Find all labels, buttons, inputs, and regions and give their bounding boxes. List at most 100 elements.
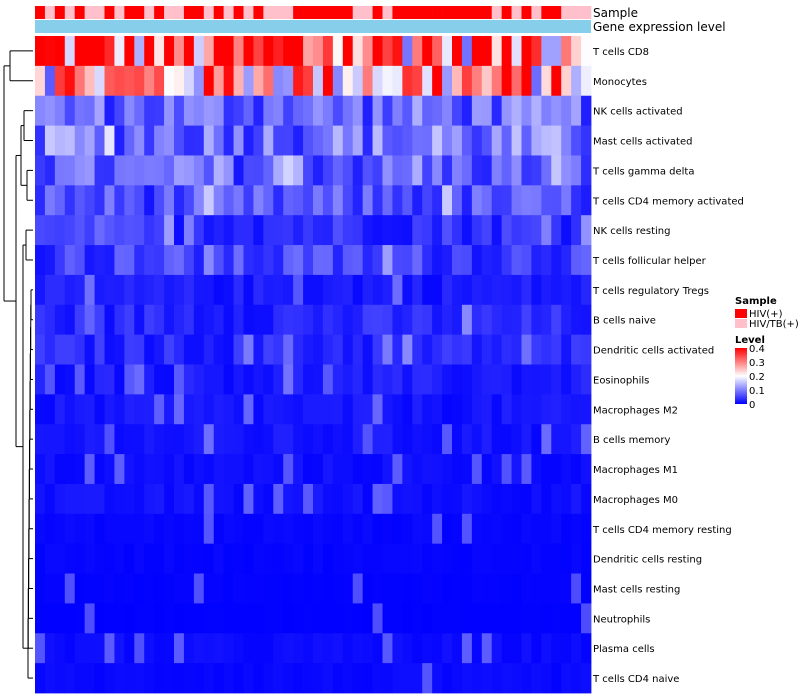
heatmap-cell	[283, 155, 294, 186]
heatmap-cell	[412, 245, 423, 276]
heatmap-cell	[134, 394, 145, 425]
heatmap-cell	[74, 304, 86, 336]
heatmap-cell	[104, 334, 115, 365]
heatmap-cell	[154, 65, 165, 97]
heatmap-cell	[561, 274, 572, 306]
heatmap-cell	[183, 573, 195, 604]
heatmap-cell	[303, 483, 314, 515]
heatmap-cell	[104, 155, 115, 186]
heatmap-cell	[174, 215, 185, 246]
heatmap-cell	[283, 394, 294, 425]
sample-annotation-cell	[243, 6, 254, 19]
heatmap-cell	[303, 185, 314, 216]
heatmap-cell	[74, 185, 86, 216]
heatmap-cell	[551, 603, 562, 634]
heatmap-cell	[412, 364, 423, 395]
row-label: Mast cells resting	[593, 584, 680, 595]
heatmap-cell	[561, 304, 572, 336]
heatmap-cell	[471, 663, 483, 694]
heatmap-cell	[322, 245, 334, 276]
heatmap-cell	[134, 155, 145, 186]
heatmap-cell	[432, 394, 443, 425]
heatmap-cell	[452, 185, 463, 216]
heatmap-cell	[74, 65, 86, 97]
heatmap-cell	[54, 483, 66, 515]
heatmap-cell	[322, 394, 334, 425]
heatmap-cell	[442, 573, 453, 604]
heatmap-cell	[233, 155, 244, 186]
heatmap-cell	[213, 394, 225, 425]
heatmap-cell	[263, 334, 274, 365]
heatmap-cell	[233, 483, 244, 515]
heatmap-cell	[471, 274, 483, 306]
heatmap-cell	[74, 334, 86, 365]
heatmap-cell	[571, 633, 582, 664]
heatmap-cell	[114, 334, 125, 365]
heatmap-cell	[54, 454, 66, 485]
heatmap-cell	[581, 36, 592, 67]
heatmap-cell	[193, 663, 205, 694]
heatmap-cell	[74, 215, 86, 246]
heatmap-cell	[243, 364, 254, 395]
heatmap-cell	[54, 304, 66, 336]
heatmap-cell	[461, 663, 473, 694]
heatmap-cell	[551, 274, 562, 306]
heatmap-cell	[183, 394, 195, 425]
heatmap-cell	[253, 603, 264, 634]
heatmap-cell	[561, 155, 572, 186]
heatmap-cell	[233, 215, 244, 246]
heatmap-cell	[452, 215, 463, 246]
heatmap-cell	[54, 95, 66, 126]
heatmap-cell	[442, 125, 453, 156]
heatmap-cell	[84, 155, 95, 186]
heatmap-cell	[412, 304, 423, 336]
sample-annotation-cell	[313, 6, 324, 19]
heatmap-cell	[372, 364, 383, 395]
heatmap-cell	[382, 513, 393, 545]
heatmap-cell	[442, 334, 453, 365]
heatmap-cell	[154, 304, 165, 336]
heatmap-cell	[481, 274, 493, 306]
heatmap-cell	[44, 36, 56, 67]
sample-annotation-cell	[213, 6, 224, 19]
heatmap-cell	[174, 304, 185, 336]
heatmap-cell	[322, 334, 334, 365]
legend-swatch-hivtb	[735, 319, 747, 328]
heatmap-cell	[392, 215, 403, 246]
heatmap-cell	[471, 95, 483, 126]
heatmap-cell	[352, 394, 364, 425]
heatmap-cell	[64, 334, 76, 365]
heatmap-cell	[64, 483, 76, 515]
heatmap-cell	[35, 245, 46, 276]
heatmap-cell	[322, 513, 334, 545]
heatmap-cell	[144, 513, 155, 545]
heatmap-cell	[144, 483, 155, 515]
sample-annotation-cell	[352, 6, 363, 19]
heatmap-cell	[491, 603, 503, 634]
heatmap-cell	[263, 633, 274, 664]
heatmap-cell	[481, 633, 493, 664]
heatmap-cell	[392, 454, 403, 485]
row-label: T cells CD8	[592, 47, 649, 58]
heatmap-cell	[332, 155, 344, 186]
heatmap-cell	[313, 663, 324, 694]
heatmap-cell	[193, 245, 205, 276]
heatmap-cell	[571, 304, 582, 336]
heatmap-cell	[263, 65, 274, 97]
heatmap-cell	[134, 304, 145, 336]
heatmap-cell	[332, 125, 344, 156]
heatmap-cell	[352, 274, 364, 306]
heatmap-cell	[471, 573, 483, 604]
heatmap-cell	[154, 663, 165, 694]
heatmap-cell	[104, 424, 115, 455]
heatmap-cell	[203, 364, 215, 395]
heatmap-cell	[233, 663, 244, 694]
heatmap-cell	[213, 125, 225, 156]
heatmap-cell	[551, 633, 562, 664]
heatmap-cell	[44, 633, 56, 664]
heatmap-cell	[412, 215, 423, 246]
heatmap-cell	[461, 155, 473, 186]
heatmap-cell	[273, 394, 284, 425]
heatmap-cell	[461, 304, 473, 336]
heatmap-cell	[114, 155, 125, 186]
